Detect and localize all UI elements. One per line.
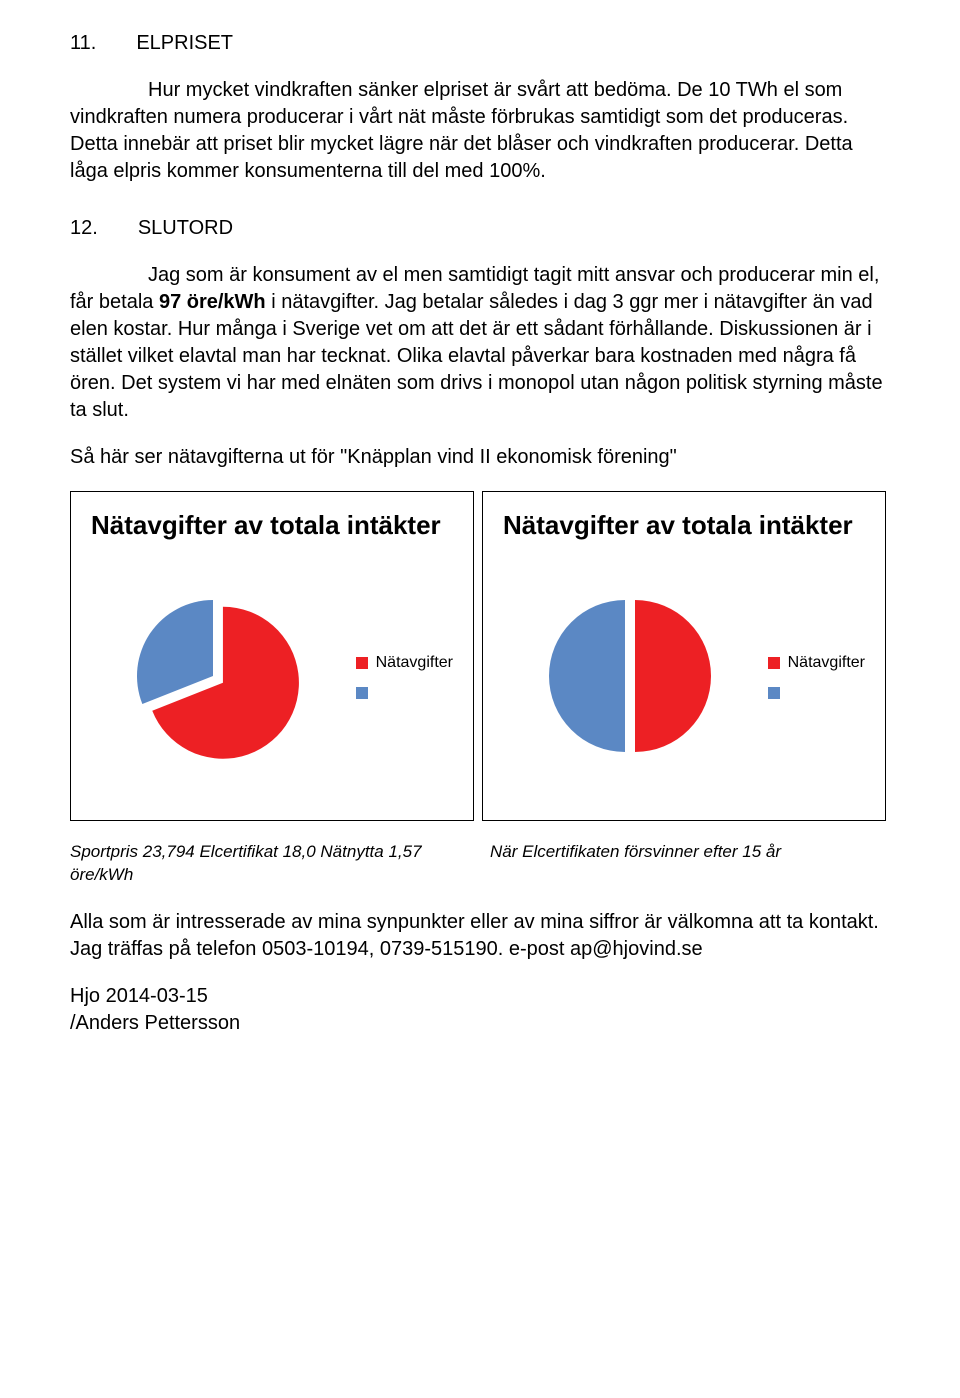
chart-1-legend: Nätavgifter xyxy=(356,652,453,700)
legend-label: Nätavgifter xyxy=(788,652,865,674)
section-12-title: SLUTORD xyxy=(138,215,233,242)
legend-color-icon xyxy=(356,657,368,669)
section-11-paragraph: Hur mycket vindkraften sänker elpriset ä… xyxy=(70,77,890,185)
legend-label: Nätavgifter xyxy=(376,652,453,674)
section-12-paragraph-2: Så här ser nätavgifterna ut för "Knäppla… xyxy=(70,444,890,471)
legend-row: Nätavgifter xyxy=(768,652,865,674)
pie-chart-2-svg xyxy=(530,586,720,766)
section-11-text: Hur mycket vindkraften sänker elpriset ä… xyxy=(70,79,853,182)
chart-2-legend: Nätavgifter xyxy=(768,652,865,700)
pie-chart-1-svg xyxy=(118,586,308,766)
legend-color-icon xyxy=(768,657,780,669)
chart-2: Nätavgifter av totala intäkter Nätavgift… xyxy=(482,491,886,821)
chart-1-pie xyxy=(91,586,336,766)
caption-left: Sportpris 23,794 Elcertifikat 18,0 Nätny… xyxy=(70,841,474,887)
legend-color-icon xyxy=(768,687,780,699)
chart-2-title: Nätavgifter av totala intäkter xyxy=(503,510,865,541)
chart-1-title: Nätavgifter av totala intäkter xyxy=(91,510,453,541)
section-12-heading: 12. SLUTORD xyxy=(70,215,890,242)
closing-date: Hjo 2014-03-15 xyxy=(70,983,890,1010)
section-12-paragraph-1: Jag som är konsument av el men samtidigt… xyxy=(70,262,890,424)
chart-2-body: Nätavgifter xyxy=(503,561,865,790)
legend-row xyxy=(356,687,453,699)
closing-paragraph: Alla som är intresserade av mina synpunk… xyxy=(70,909,890,963)
legend-color-icon xyxy=(356,687,368,699)
legend-row xyxy=(768,687,865,699)
charts-row: Nätavgifter av totala intäkter Nätavgift… xyxy=(70,491,890,821)
legend-row: Nätavgifter xyxy=(356,652,453,674)
chart-1: Nätavgifter av totala intäkter Nätavgift… xyxy=(70,491,474,821)
p1-bold: 97 öre/kWh xyxy=(159,291,266,313)
chart-captions: Sportpris 23,794 Elcertifikat 18,0 Nätny… xyxy=(70,841,890,887)
chart-1-body: Nätavgifter xyxy=(91,561,453,790)
caption-right: När Elcertifikaten försvinner efter 15 å… xyxy=(490,841,890,887)
section-12-number: 12. xyxy=(70,215,98,242)
chart-2-pie xyxy=(503,586,748,766)
section-11-heading: 11. ELPRISET xyxy=(70,30,890,57)
section-11-title: ELPRISET xyxy=(136,30,233,57)
closing-author: /Anders Pettersson xyxy=(70,1010,890,1037)
section-11-number: 11. xyxy=(70,30,96,57)
